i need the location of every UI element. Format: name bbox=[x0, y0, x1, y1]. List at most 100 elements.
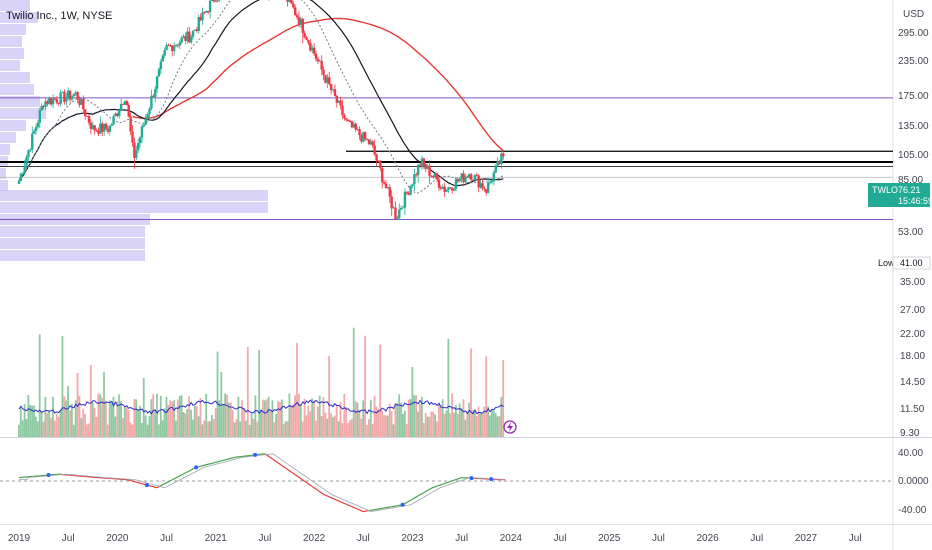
volume-bar bbox=[362, 400, 365, 437]
candle-body bbox=[203, 12, 206, 14]
candle-body bbox=[66, 90, 70, 98]
candle-body bbox=[398, 209, 401, 218]
candle-body bbox=[135, 150, 138, 158]
candle-body bbox=[102, 123, 106, 132]
macd-line-segment bbox=[325, 494, 328, 497]
candle-body bbox=[131, 131, 134, 143]
candle-body bbox=[174, 44, 178, 47]
volume-bar bbox=[35, 416, 37, 437]
volume-bar bbox=[279, 402, 281, 437]
candle-body bbox=[112, 116, 115, 125]
candle-body bbox=[99, 123, 102, 134]
macd-line-segment bbox=[414, 496, 417, 499]
volume-profile-bar bbox=[0, 238, 145, 249]
volume-bar bbox=[61, 335, 64, 437]
volume-bar bbox=[296, 342, 298, 437]
candle-body bbox=[78, 99, 81, 105]
candle-body bbox=[68, 90, 72, 100]
volume-bar bbox=[394, 403, 397, 437]
volume-bar bbox=[475, 416, 478, 437]
candle-body bbox=[399, 208, 403, 210]
macd-line-segment bbox=[128, 479, 131, 482]
volume-bar bbox=[133, 398, 136, 437]
candle-body bbox=[466, 176, 469, 178]
price-scale[interactable] bbox=[893, 0, 932, 550]
volume-bar bbox=[190, 409, 192, 437]
macd-line-segment bbox=[306, 482, 309, 485]
volume-bar bbox=[502, 360, 505, 437]
volume-bar bbox=[139, 405, 141, 437]
time-axis-label: 2026 bbox=[697, 533, 720, 544]
time-axis-label: Jul bbox=[849, 533, 862, 544]
macd-line-segment bbox=[289, 470, 292, 473]
volume-bar bbox=[52, 396, 54, 437]
macd-line-segment bbox=[175, 476, 179, 479]
candle-body bbox=[46, 101, 49, 105]
volume-bar bbox=[367, 419, 370, 437]
candle-body bbox=[55, 99, 59, 103]
volume-profile-bar bbox=[0, 60, 20, 71]
volume-bar bbox=[337, 421, 340, 437]
volume-bar bbox=[369, 400, 372, 437]
macd-line-segment bbox=[444, 482, 447, 485]
volume-bar bbox=[159, 395, 162, 437]
volume-bar bbox=[407, 399, 410, 437]
volume-bar bbox=[229, 402, 232, 437]
volume-bar bbox=[36, 421, 39, 437]
volume-bar bbox=[212, 419, 215, 437]
volume-bar bbox=[97, 393, 100, 437]
volume-bar bbox=[57, 416, 60, 437]
candle-body bbox=[369, 141, 373, 145]
volume-bar bbox=[207, 421, 209, 437]
volume-bar bbox=[48, 410, 51, 437]
volume-bar bbox=[209, 421, 211, 437]
candle-body bbox=[42, 105, 45, 108]
macd-cross-dot bbox=[489, 477, 494, 482]
volume-bar bbox=[178, 395, 181, 437]
macd-line-segment bbox=[453, 478, 457, 481]
macd-line-segment bbox=[179, 474, 182, 477]
volume-bar bbox=[462, 399, 465, 437]
candle-body bbox=[208, 0, 212, 13]
volume-bar bbox=[122, 418, 124, 437]
macd-line-segment bbox=[417, 494, 421, 497]
candle-body bbox=[101, 123, 104, 132]
candle-body bbox=[352, 123, 356, 128]
volume-bar bbox=[322, 397, 325, 437]
lightning-icon[interactable] bbox=[503, 420, 517, 434]
macd-line-segment bbox=[287, 468, 290, 472]
macd-line-segment bbox=[351, 506, 355, 509]
macd-line-segment bbox=[431, 486, 434, 489]
volume-bar bbox=[481, 414, 484, 437]
candle-body bbox=[384, 183, 388, 188]
volume-bar bbox=[284, 421, 287, 437]
volume-axis-label: 35.00 bbox=[900, 277, 925, 288]
macd-line-segment bbox=[315, 488, 319, 491]
macd-line-segment bbox=[185, 471, 188, 474]
candle-body bbox=[492, 172, 496, 182]
macd-line-segment bbox=[344, 502, 347, 505]
price-axis-label: 235.00 bbox=[898, 56, 929, 67]
volume-bar bbox=[358, 409, 361, 437]
volume-bar bbox=[99, 394, 102, 437]
macd-line-segment bbox=[308, 483, 311, 486]
volume-bar bbox=[320, 416, 323, 437]
price-axis-label: 105.00 bbox=[898, 150, 929, 161]
candle-body bbox=[155, 76, 159, 89]
candle-body bbox=[44, 101, 47, 108]
badge-countdown: 15:46:59 bbox=[898, 196, 932, 206]
candle-body bbox=[341, 105, 344, 116]
macd-line-segment bbox=[181, 473, 184, 476]
macd-cross-dot bbox=[400, 502, 405, 507]
volume-bar bbox=[74, 400, 77, 437]
volume-bar bbox=[354, 401, 357, 437]
macd-line-segment bbox=[332, 497, 336, 500]
macd-line-segment bbox=[304, 480, 307, 484]
macd-line-segment bbox=[438, 484, 442, 487]
volume-profile-bar bbox=[0, 226, 145, 237]
volume-bar bbox=[441, 399, 444, 437]
volume-bar bbox=[125, 407, 128, 437]
volume-profile-bar bbox=[0, 202, 268, 213]
candle-body bbox=[34, 127, 38, 131]
